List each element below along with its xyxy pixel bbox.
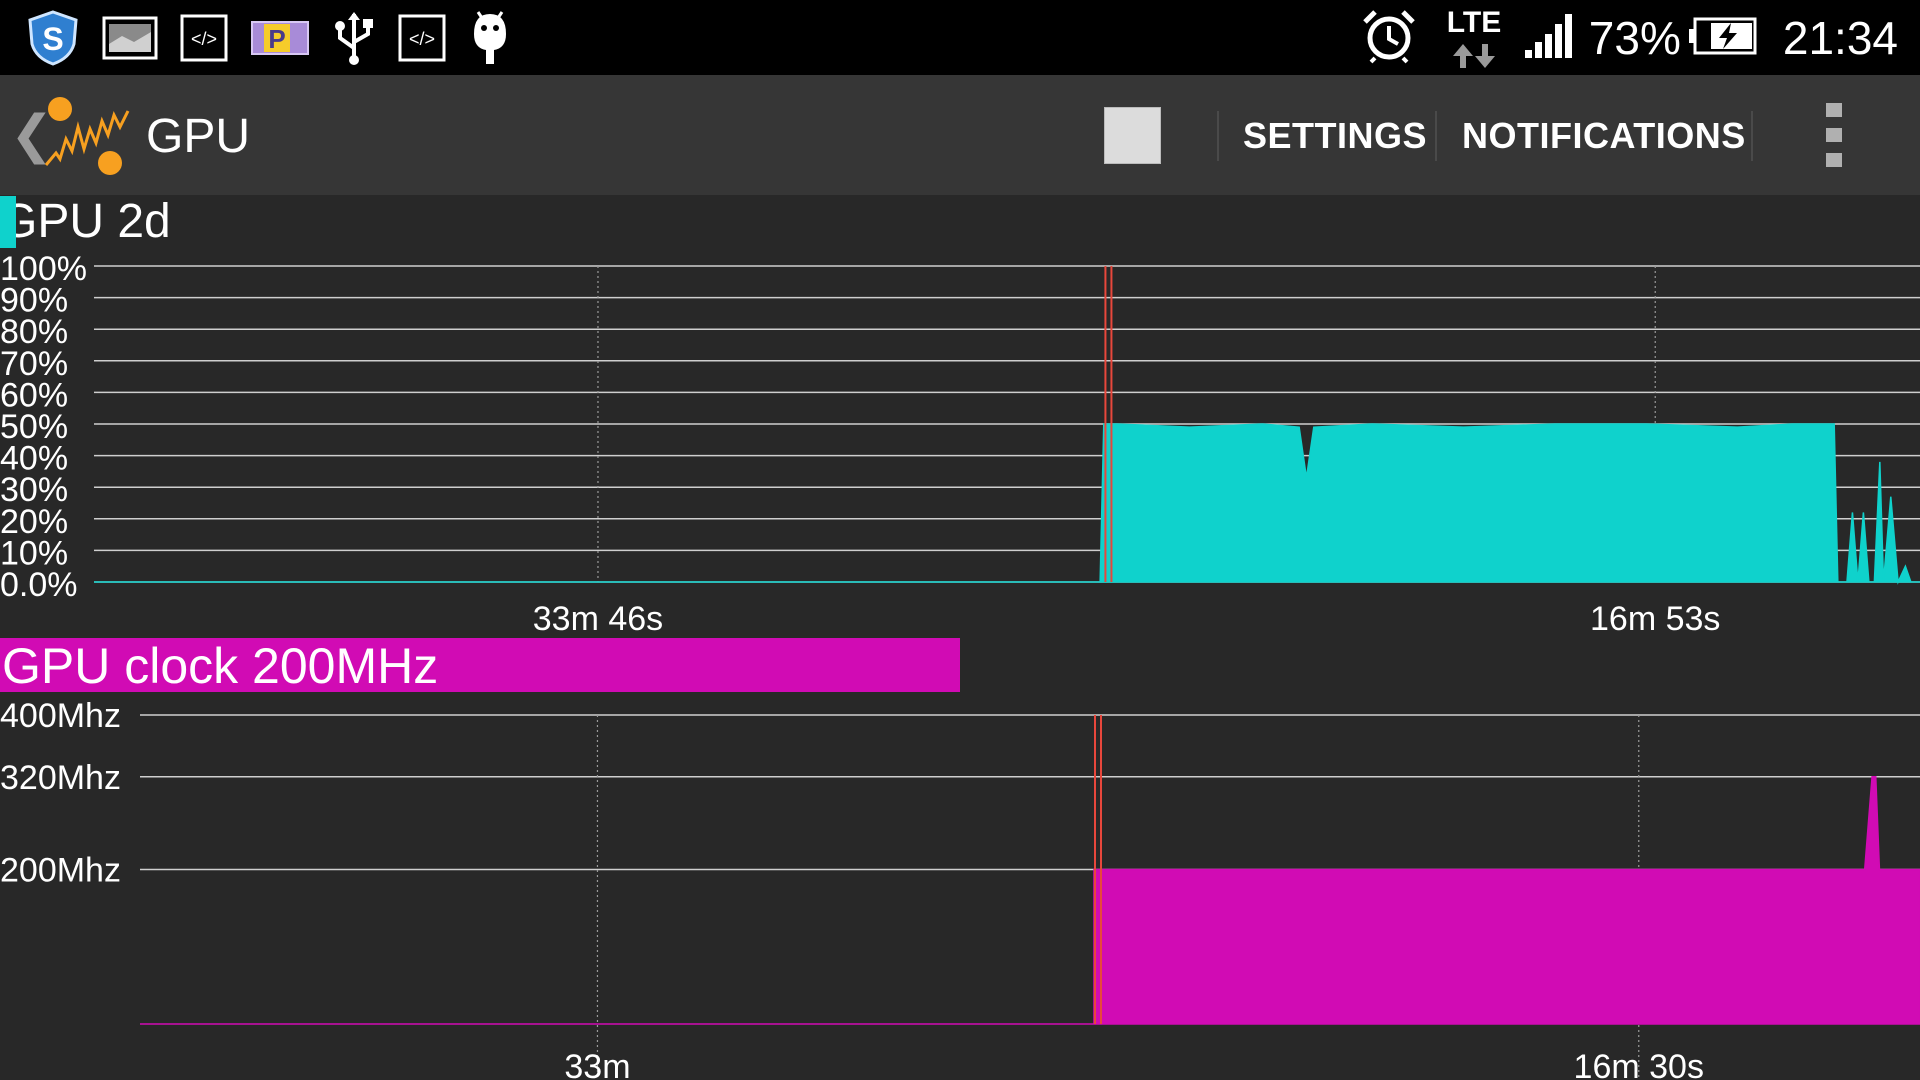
y-tick-label: 10% (0, 534, 68, 572)
svg-text:P: P (268, 24, 285, 54)
y-tick-label: 90% (0, 282, 68, 320)
image-thumbnail-icon (102, 11, 158, 65)
battery-charging-icon (1688, 17, 1759, 60)
x-tick-label: 16m 30s (1574, 1048, 1704, 1080)
y-tick-label: 200Mhz (0, 852, 121, 890)
settings-button[interactable]: SETTINGS (1243, 115, 1428, 156)
series-area (94, 423, 1920, 585)
y-tick-label: 60% (0, 376, 68, 414)
action-bar: ❮ GPU SETTINGS NOTIFICATIONS (0, 75, 1920, 195)
series-area (140, 776, 1920, 1025)
page-title: GPU (146, 110, 251, 163)
y-tick-label: 30% (0, 471, 68, 509)
stop-button[interactable] (1104, 107, 1161, 164)
svg-text:</>: </> (409, 29, 435, 49)
overflow-menu-icon[interactable] (1826, 103, 1842, 167)
divider (1217, 111, 1219, 161)
x-tick-label: 33m 46s (533, 600, 663, 638)
y-tick-label: 400Mhz (0, 697, 121, 735)
y-tick-label: 0.0% (0, 566, 78, 604)
y-tick-label: 50% (0, 408, 68, 446)
divider (1751, 111, 1753, 161)
y-tick-label: 20% (0, 503, 68, 541)
x-tick-label: 16m 53s (1590, 600, 1720, 638)
code-icon: </> (180, 11, 228, 65)
svg-text:</>: </> (191, 29, 217, 49)
lte-indicator: LTE (1445, 6, 1505, 70)
gpu-clock-chart: 400Mhz 320Mhz 200Mhz 33m 16m 30s (0, 697, 1920, 1080)
series-color-swatch (0, 196, 16, 248)
lte-label: LTE (1446, 6, 1502, 39)
code-icon: </> (398, 11, 446, 65)
y-tick-label: 320Mhz (0, 759, 121, 797)
notifications-button[interactable]: NOTIFICATIONS (1462, 115, 1746, 156)
y-tick-label: 40% (0, 440, 68, 478)
gpu-2d-chart: 100%90%80%70%60%50%40%30%20%10%0.0% 33m 4… (0, 250, 1920, 638)
usb-icon (332, 11, 376, 65)
x-tick-label: 33m (564, 1048, 630, 1080)
y-tick-label: 80% (0, 313, 68, 351)
app-logo-icon[interactable] (42, 93, 134, 186)
chart-title-gpu-clock: GPU clock 200MHz (0, 638, 960, 694)
svg-text:S: S (42, 21, 63, 57)
shield-icon: S (26, 10, 80, 66)
y-tick-label: 70% (0, 345, 68, 383)
divider (1435, 111, 1437, 161)
alarm-icon (1361, 8, 1417, 69)
y-tick-label: 100% (0, 250, 87, 288)
signal-icon (1523, 12, 1575, 65)
parking-icon: P (250, 11, 310, 65)
battery-percent: 73% (1588, 12, 1681, 64)
status-bar: S </> P (0, 0, 1920, 75)
system-status: LTE 73% 21:34 (1361, 6, 1898, 70)
android-icon (468, 11, 512, 65)
chart-title-gpu-2d: GPU 2d (0, 195, 171, 248)
notification-icons: S </> P (26, 10, 512, 66)
data-arrows-icon (1452, 44, 1495, 68)
clock-time: 21:34 (1782, 12, 1898, 64)
back-chevron-icon[interactable]: ❮ (10, 106, 54, 164)
